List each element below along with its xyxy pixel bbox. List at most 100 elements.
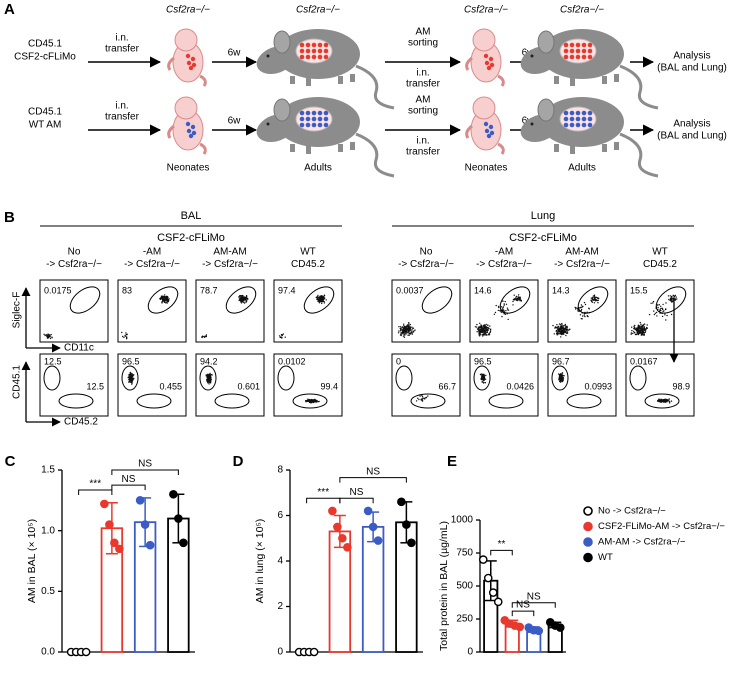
label: AM-AM bbox=[213, 247, 246, 258]
cell-dot bbox=[299, 54, 305, 60]
flow-event bbox=[587, 315, 589, 318]
mouse-leg bbox=[570, 78, 575, 86]
mouse-leg bbox=[350, 74, 355, 82]
flow-event bbox=[406, 327, 408, 330]
data-point bbox=[169, 489, 178, 499]
flow-event bbox=[161, 295, 164, 297]
flow-event bbox=[418, 398, 420, 401]
flow-event bbox=[281, 334, 283, 336]
neonate-icon bbox=[167, 28, 207, 87]
flow-event bbox=[596, 299, 599, 302]
data-point bbox=[478, 555, 488, 564]
label: 0.5 bbox=[41, 586, 55, 597]
flow-event bbox=[479, 327, 481, 329]
flow-event bbox=[563, 330, 565, 332]
plot-frame bbox=[195, 279, 265, 343]
flow-event bbox=[593, 294, 596, 296]
flow-event bbox=[561, 373, 563, 376]
flow-event bbox=[674, 298, 677, 300]
flow-event bbox=[209, 381, 211, 383]
flow-event bbox=[485, 328, 487, 330]
flow-event bbox=[566, 325, 568, 328]
flow-event bbox=[133, 377, 135, 380]
flow-event bbox=[661, 307, 663, 309]
label: (BAL and Lung) bbox=[657, 131, 727, 142]
flow-event bbox=[409, 326, 412, 328]
flow-event bbox=[637, 333, 640, 336]
label: Csf2ra−/− bbox=[464, 5, 508, 16]
flow-event bbox=[130, 374, 132, 376]
flow-event bbox=[481, 381, 483, 383]
cell-dot bbox=[311, 54, 317, 60]
gate-value: 94.2 bbox=[200, 356, 218, 366]
label: 0 bbox=[277, 647, 283, 658]
flow-event bbox=[130, 372, 132, 375]
label: 6w bbox=[228, 48, 242, 59]
flow-event bbox=[565, 329, 568, 331]
flow-event bbox=[427, 395, 429, 397]
flow-event bbox=[131, 383, 133, 385]
cell-dot bbox=[311, 122, 317, 128]
flow-event bbox=[519, 297, 521, 299]
data-point bbox=[373, 536, 383, 545]
flow-event bbox=[581, 306, 583, 308]
flow-event bbox=[512, 304, 514, 306]
flow-event bbox=[667, 295, 670, 297]
flow-event bbox=[484, 382, 487, 384]
label: -> Csf2ra−/− bbox=[124, 259, 180, 270]
flow-event bbox=[407, 327, 410, 329]
flow-event bbox=[408, 329, 411, 331]
data-point bbox=[483, 573, 493, 583]
data-point bbox=[145, 540, 155, 550]
flow-event bbox=[425, 396, 428, 399]
label: WT bbox=[300, 247, 316, 258]
flow-event bbox=[483, 381, 485, 384]
flow-event bbox=[636, 333, 639, 335]
flow-event bbox=[166, 298, 168, 301]
flow-event bbox=[412, 327, 414, 330]
flow-event bbox=[160, 297, 162, 300]
flow-event bbox=[243, 298, 245, 301]
neonate-limb bbox=[167, 56, 207, 87]
mouse-tail bbox=[619, 132, 659, 178]
flow-event bbox=[487, 329, 489, 331]
label: AM bbox=[416, 95, 431, 106]
label: 6w bbox=[228, 116, 242, 127]
flow-plot: 78.7 bbox=[195, 279, 265, 343]
flow-event bbox=[646, 326, 648, 329]
flow-event bbox=[405, 331, 408, 333]
cell-dot bbox=[563, 54, 569, 60]
flow-event bbox=[558, 330, 560, 332]
flow-plot: 14.6 bbox=[469, 279, 539, 343]
flow-event bbox=[207, 381, 209, 384]
flow-event bbox=[485, 326, 487, 329]
label: Analysis bbox=[673, 119, 710, 130]
flow-event bbox=[483, 377, 485, 379]
mouse-ear bbox=[273, 30, 291, 54]
flow-event bbox=[512, 300, 514, 303]
cell-dot bbox=[483, 121, 489, 127]
label: NS bbox=[527, 591, 541, 602]
neonate-icon bbox=[465, 28, 505, 87]
cell-dot bbox=[311, 116, 317, 122]
flow-event bbox=[501, 315, 503, 318]
cell-dot bbox=[311, 48, 317, 54]
flow-event bbox=[204, 336, 206, 339]
significance-bracket bbox=[306, 497, 341, 504]
flow-event bbox=[486, 331, 489, 333]
gate-value: 14.3 bbox=[552, 285, 570, 295]
flow-event bbox=[481, 378, 483, 380]
flow-event bbox=[660, 307, 662, 310]
flow-event bbox=[210, 376, 212, 378]
flow-event bbox=[480, 375, 483, 377]
flow-event bbox=[670, 400, 673, 402]
flow-event bbox=[209, 382, 212, 384]
cell-dot bbox=[581, 122, 587, 128]
cell-dot bbox=[323, 116, 329, 122]
flow-event bbox=[672, 299, 674, 301]
neonate-icon bbox=[465, 96, 505, 155]
flow-event bbox=[563, 375, 565, 377]
cell-dot bbox=[190, 124, 196, 130]
label: C bbox=[5, 453, 16, 470]
flow-event bbox=[421, 395, 424, 398]
